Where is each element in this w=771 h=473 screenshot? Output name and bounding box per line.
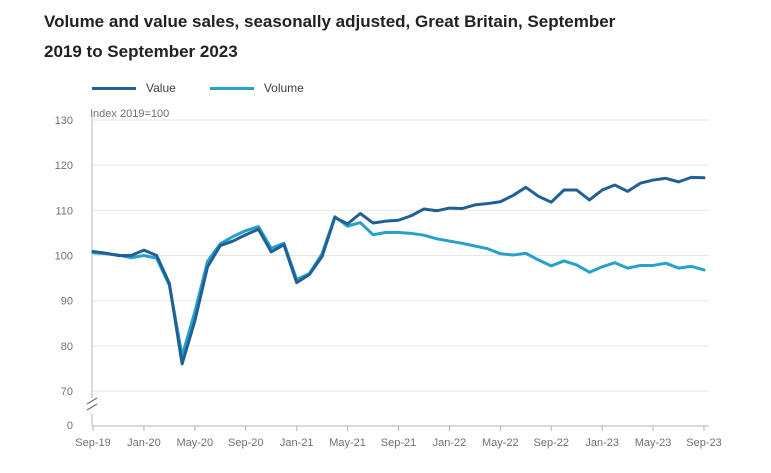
series-line-value[interactable] <box>91 175 706 366</box>
legend-item-volume[interactable]: Volume <box>209 81 304 95</box>
chart-legend: Value Volume <box>92 79 338 97</box>
x-tick-label-May-21: May-21 <box>329 437 366 449</box>
y-axis-label: Index 2019=100 <box>90 108 169 120</box>
y-tick-label-70: 70 <box>61 386 73 398</box>
x-tick-label-May-23: May-23 <box>635 437 672 449</box>
x-tick-label-Jan-21: Jan-21 <box>280 437 314 449</box>
x-tick-label-Jan-20: Jan-20 <box>127 437 161 449</box>
legend-item-value[interactable]: Value <box>92 81 176 95</box>
axis-break-mark-1 <box>86 397 98 405</box>
legend-swatch-volume <box>209 86 254 90</box>
legend-label-value: Value <box>146 81 176 95</box>
x-tick-label-Jan-23: Jan-23 <box>585 437 619 449</box>
x-tick-label-Jan-22: Jan-22 <box>433 437 467 449</box>
y-tick-label-130: 130 <box>55 115 73 127</box>
x-tick-label-Sep-20: Sep-20 <box>228 437 263 449</box>
chart-title: Volume and value sales, seasonally adjus… <box>44 12 616 61</box>
x-tick-label-May-20: May-20 <box>176 437 213 449</box>
y-tick-label-0: 0 <box>67 420 73 432</box>
y-tick-label-100: 100 <box>55 251 73 263</box>
x-tick-label-May-22: May-22 <box>482 437 519 449</box>
x-tick-label-Sep-23: Sep-23 <box>686 437 721 449</box>
x-tick-label-Sep-22: Sep-22 <box>534 437 569 449</box>
series-line-volume[interactable] <box>91 215 706 358</box>
y-tick-label-80: 80 <box>61 341 73 353</box>
x-tick-label-Sep-21: Sep-21 <box>381 437 416 449</box>
series-lines <box>91 175 706 366</box>
gridlines <box>93 119 709 392</box>
legend-swatch-value <box>92 86 136 90</box>
axis-break-mark-2 <box>86 403 98 411</box>
legend-label-volume: Volume <box>263 81 304 95</box>
axes: Index 2019=100 0 70 80 90 100 110 120 130 Sep-19… <box>55 108 722 449</box>
x-tick-label-Sep-19: Sep-19 <box>75 437 110 449</box>
y-tick-label-110: 110 <box>55 205 73 217</box>
y-tick-label-120: 120 <box>55 160 73 172</box>
y-tick-label-90: 90 <box>61 296 73 308</box>
